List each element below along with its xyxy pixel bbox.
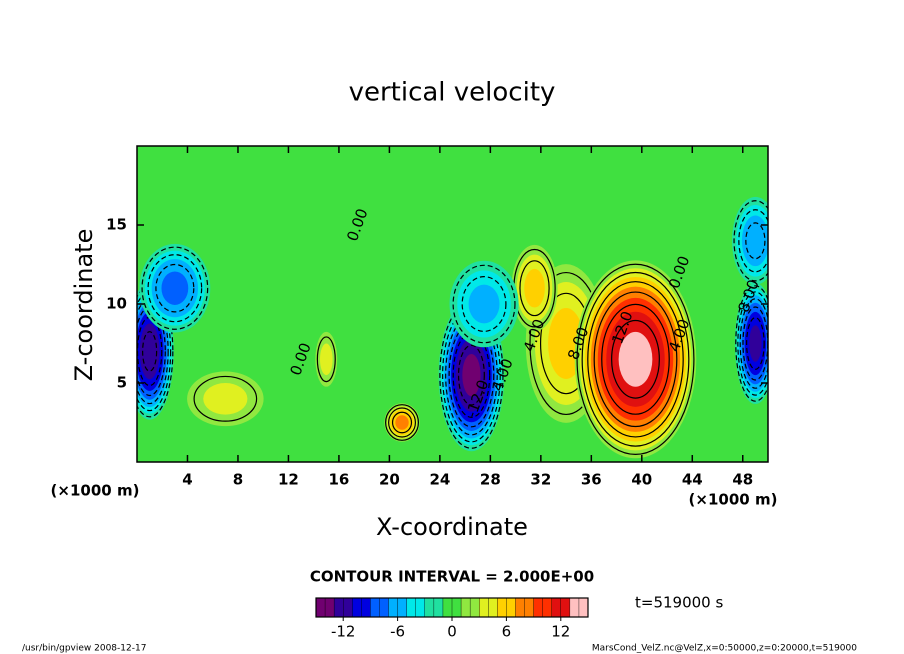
colorbar-band: [415, 597, 426, 618]
colorbar-band: [560, 597, 571, 618]
x-tick-label: 24: [429, 471, 450, 489]
colorbar-tick-label: -6: [390, 623, 405, 641]
x-tick-label: 8: [233, 471, 243, 489]
colorbar-band: [497, 597, 507, 618]
contour-field: 12.08.004.00 4.004.00-12.00.000.000.008.0…: [137, 146, 768, 462]
contour-level: [468, 284, 500, 324]
y-tick-label: 15: [106, 216, 127, 234]
contour-level: [319, 343, 333, 376]
x-axis-label: X-coordinate: [376, 513, 528, 541]
colorbar-band: [578, 597, 589, 618]
x-tick-label: 32: [530, 471, 551, 489]
colorbar-tick-label: -12: [331, 623, 356, 641]
colorbar-band: [370, 597, 380, 618]
x-tick-label: 36: [581, 471, 602, 489]
colorbar-band: [333, 597, 344, 618]
colorbar-band: [324, 597, 335, 618]
colorbar-band: [451, 597, 462, 618]
contour-level: [462, 353, 481, 397]
footer-right: MarsCond_VelZ.nc@VelZ,x=0:50000,z=0:2000…: [592, 644, 857, 654]
colorbar-band: [479, 597, 489, 618]
colorbar-band: [488, 597, 498, 618]
contour-level: [161, 271, 189, 305]
chart-title: vertical velocity: [349, 78, 556, 108]
contour-level: [618, 331, 653, 387]
x-tick-label: 20: [379, 471, 400, 489]
colorbar-band: [352, 597, 362, 618]
y-tick-label: 10: [106, 295, 127, 313]
x-tick-label: 4: [182, 471, 192, 489]
y-tick-label: 5: [117, 374, 127, 392]
colorbar-band: [343, 597, 353, 618]
colorbar-band: [533, 597, 544, 618]
colorbar-tick-label: 0: [447, 623, 457, 641]
contour-level: [749, 325, 762, 362]
x-tick-label: 44: [682, 471, 703, 489]
contour-level: [524, 268, 545, 308]
colorbar-band: [515, 597, 526, 618]
x-tick-label: 48: [732, 471, 753, 489]
colorbar-tick-label: 6: [502, 623, 512, 641]
x-tick-label: 40: [631, 471, 652, 489]
colorbar-band: [433, 597, 444, 618]
colorbar-band: [460, 597, 471, 618]
colorbar-band: [569, 597, 580, 618]
y-axis-label: Z-coordinate: [70, 229, 98, 382]
footer-left: /usr/bin/gpview 2008-12-17: [22, 644, 146, 654]
x-unit: (×1000 m): [51, 482, 140, 500]
colorbar-band: [551, 597, 562, 618]
colorbar-band: [315, 597, 326, 618]
colorbar-tick-label: 12: [551, 623, 570, 641]
colorbar-band: [379, 597, 390, 618]
contour-level: [745, 222, 766, 260]
contour-level: [203, 383, 248, 415]
colorbar-band: [406, 597, 417, 618]
colorbar-band: [361, 597, 371, 618]
colorbar-band: [506, 597, 516, 618]
colorbar-band: [388, 597, 399, 618]
x-unit: (×1000 m): [689, 491, 778, 509]
x-tick-label: 16: [328, 471, 349, 489]
colorbar-band: [542, 597, 553, 618]
colorbar-band: [424, 597, 435, 618]
colorbar-band: [524, 597, 535, 618]
x-tick-label: 12: [278, 471, 299, 489]
colorbar-band: [397, 597, 408, 618]
colorbar-band: [442, 597, 453, 618]
contour-interval: CONTOUR INTERVAL = 2.000E+00: [310, 568, 594, 586]
contour-level: [142, 331, 158, 372]
colorbar-band: [469, 597, 480, 618]
x-tick-label: 28: [480, 471, 501, 489]
contour-level: [395, 415, 409, 430]
time-label: t=519000 s: [635, 594, 723, 612]
